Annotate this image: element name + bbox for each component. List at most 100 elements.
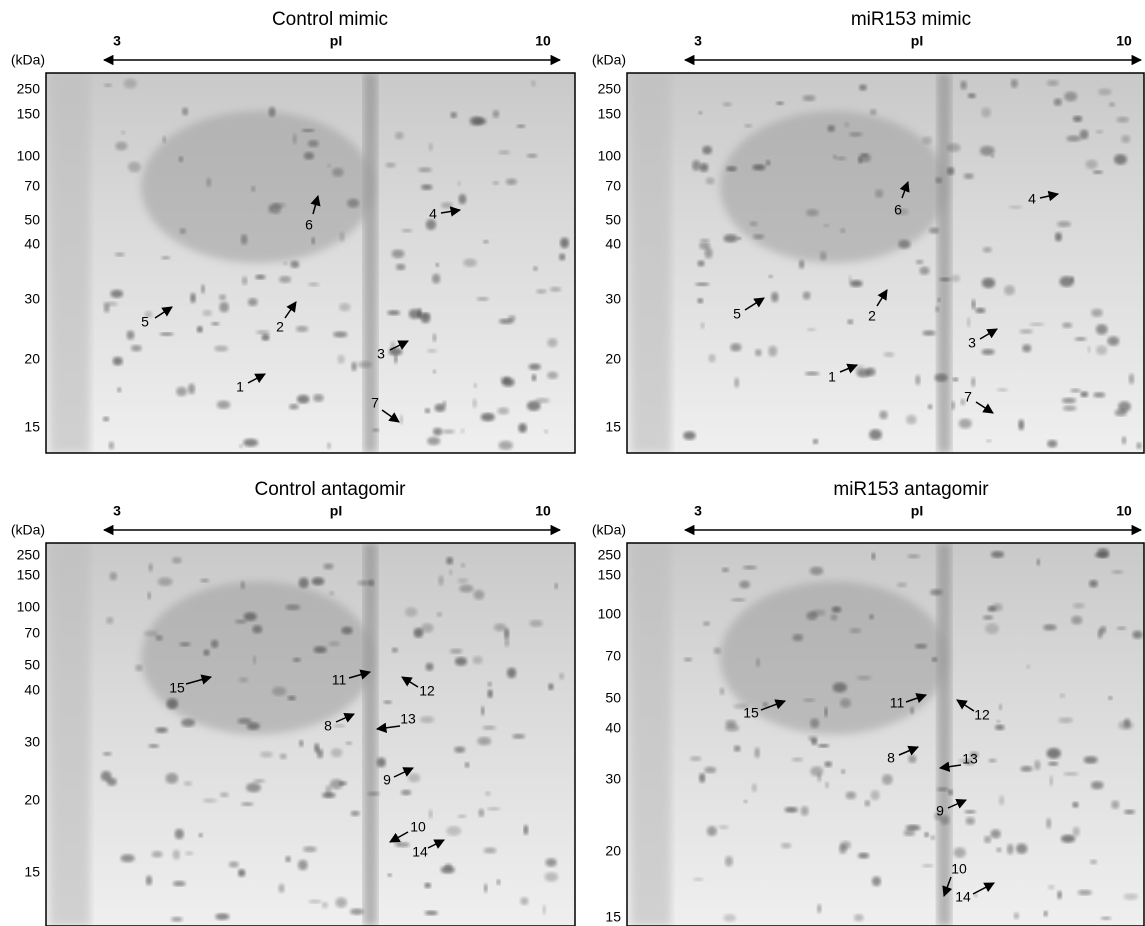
spot-label: 15	[743, 705, 759, 721]
protein-spot	[166, 698, 179, 710]
protein-spot	[1097, 548, 1109, 558]
protein-spot	[446, 556, 454, 565]
protein-spot	[924, 832, 929, 838]
spot-label: 11	[332, 672, 347, 688]
protein-spot	[838, 844, 847, 854]
protein-spot	[771, 291, 779, 303]
protein-spot	[239, 444, 243, 449]
protein-spot	[699, 163, 709, 172]
protein-spot	[969, 751, 979, 759]
protein-spot	[1034, 760, 1041, 771]
protein-spot	[531, 80, 536, 87]
protein-spot	[425, 662, 434, 671]
protein-spot	[1111, 570, 1124, 574]
protein-spot	[102, 751, 112, 756]
protein-spot	[246, 782, 261, 793]
protein-spot	[922, 330, 936, 336]
mass-marker: 150	[598, 567, 622, 583]
protein-spot	[1057, 890, 1063, 900]
protein-spot	[824, 761, 833, 768]
protein-spot	[401, 228, 413, 233]
protein-spot	[486, 807, 501, 811]
mass-marker: 50	[24, 212, 40, 228]
protein-spot	[255, 274, 266, 280]
protein-spot	[457, 181, 461, 187]
spot-label: 13	[962, 751, 978, 767]
protein-spot	[278, 883, 285, 893]
protein-spot	[1100, 916, 1112, 921]
protein-spot	[120, 854, 135, 863]
spot-arrow	[972, 882, 995, 895]
protein-spot	[998, 795, 1005, 806]
protein-spot	[919, 266, 930, 275]
spot-arrow	[975, 401, 994, 414]
spot-arrow	[905, 693, 927, 704]
protein-spot	[791, 757, 804, 762]
protein-spot	[311, 237, 316, 245]
protein-spot	[754, 747, 760, 759]
protein-spot	[159, 332, 174, 336]
protein-spot	[333, 724, 346, 728]
protein-spot	[144, 311, 153, 318]
protein-spot	[827, 124, 836, 132]
protein-spot	[472, 398, 477, 409]
protein-spot	[103, 301, 118, 307]
protein-spot	[313, 393, 324, 403]
protein-spot	[1046, 79, 1059, 87]
protein-spot	[449, 569, 453, 576]
protein-spot	[921, 136, 933, 145]
protein-spot	[743, 799, 748, 804]
gel-border	[626, 72, 1145, 454]
spot-label: 3	[968, 335, 976, 351]
protein-spot	[965, 817, 975, 825]
protein-spot	[536, 289, 547, 294]
mass-marker: 100	[17, 599, 41, 615]
protein-spot	[700, 322, 705, 329]
protein-spot	[335, 897, 347, 908]
protein-spot	[1048, 884, 1055, 890]
protein-spot	[454, 656, 468, 666]
protein-spot	[951, 400, 955, 410]
protein-spot	[864, 800, 871, 807]
smear	[720, 111, 948, 263]
protein-spot	[810, 718, 820, 729]
protein-spot	[327, 442, 331, 449]
protein-spot	[987, 605, 997, 612]
protein-spot	[706, 825, 717, 837]
protein-spot	[492, 181, 500, 186]
spot-arrow	[947, 799, 967, 809]
smear	[720, 581, 948, 735]
spot-arrow	[381, 409, 400, 423]
protein-spot	[952, 377, 959, 382]
spot-label: 6	[305, 217, 313, 233]
mass-marker: 20	[24, 351, 40, 367]
spot-label: 4	[429, 206, 437, 222]
protein-spot	[809, 566, 824, 576]
protein-spot	[824, 781, 829, 789]
protein-spot	[449, 648, 463, 654]
spot-arrow	[1039, 190, 1060, 202]
protein-spot	[408, 773, 421, 783]
protein-spot	[544, 429, 549, 434]
protein-spot	[313, 646, 327, 654]
protein-spot	[849, 131, 863, 137]
protein-spot	[1090, 781, 1104, 790]
protein-spot	[112, 356, 123, 366]
protein-spot	[1066, 135, 1082, 142]
protein-spot	[243, 438, 259, 447]
protein-spot	[487, 689, 493, 699]
spot-label: 9	[383, 772, 391, 788]
protein-spot	[931, 657, 938, 662]
protein-spot	[303, 152, 315, 160]
protein-spot	[179, 228, 187, 235]
protein-spot	[459, 584, 474, 593]
protein-spot	[480, 706, 485, 716]
protein-spot	[145, 875, 153, 886]
spot-arrow	[942, 876, 953, 897]
protein-spot	[302, 846, 317, 853]
gel-panel: miR153 antagomir 3 pI 10 (kDa) 250 150 100 70 50 4…	[592, 479, 1145, 926]
spot-arrow	[154, 306, 173, 319]
protein-spot	[1077, 889, 1092, 896]
protein-spot	[528, 363, 541, 371]
protein-spot	[272, 686, 287, 697]
